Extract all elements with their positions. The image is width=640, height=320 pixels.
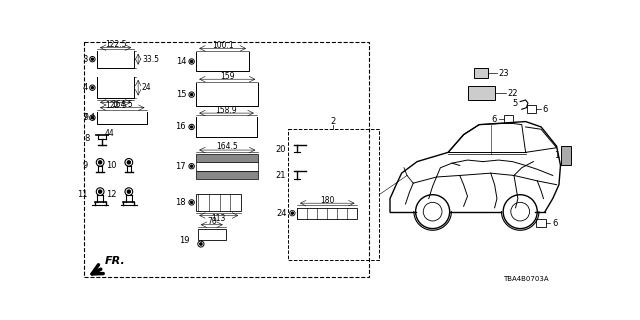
Text: 159: 159 <box>220 72 234 81</box>
Bar <box>196 162 259 171</box>
Text: 3: 3 <box>83 55 88 64</box>
Text: 24: 24 <box>142 83 152 92</box>
Text: 122.5: 122.5 <box>105 101 127 110</box>
Text: 2: 2 <box>331 117 336 126</box>
Bar <box>297 208 358 219</box>
Text: 70: 70 <box>207 217 216 226</box>
Text: 33.5: 33.5 <box>142 55 159 64</box>
Text: 5: 5 <box>513 99 518 108</box>
Text: 22: 22 <box>508 89 518 98</box>
Bar <box>474 68 488 78</box>
Text: 100.1: 100.1 <box>212 41 234 50</box>
Bar <box>504 116 513 123</box>
Bar <box>198 229 226 240</box>
Circle shape <box>99 190 102 193</box>
Circle shape <box>92 87 93 89</box>
Circle shape <box>191 201 193 204</box>
Bar <box>561 146 572 165</box>
Circle shape <box>191 165 193 167</box>
Circle shape <box>92 58 93 60</box>
Text: TBA4B0703A: TBA4B0703A <box>503 276 548 282</box>
Bar <box>196 171 259 179</box>
Text: 6: 6 <box>543 105 548 114</box>
Circle shape <box>200 243 202 245</box>
Text: 7: 7 <box>83 113 88 122</box>
Text: 44: 44 <box>105 129 115 138</box>
Text: 180: 180 <box>320 196 335 204</box>
Text: 158.9: 158.9 <box>216 106 237 115</box>
Circle shape <box>291 212 293 214</box>
Text: 12: 12 <box>106 190 116 199</box>
Text: 164.5: 164.5 <box>111 100 133 109</box>
Text: 21: 21 <box>276 171 286 180</box>
Text: 122.5: 122.5 <box>105 40 127 49</box>
Text: 4: 4 <box>83 83 88 92</box>
Text: 15: 15 <box>175 90 186 99</box>
Circle shape <box>191 126 193 128</box>
Text: 9.4: 9.4 <box>83 113 95 122</box>
Text: 8: 8 <box>84 134 90 143</box>
Text: 24: 24 <box>276 209 287 218</box>
Bar <box>84 42 369 277</box>
Text: 9: 9 <box>83 161 88 170</box>
Text: 23: 23 <box>499 68 509 77</box>
Circle shape <box>127 190 131 193</box>
Text: 1: 1 <box>554 151 559 160</box>
Text: 11: 11 <box>77 190 88 199</box>
Bar <box>467 86 495 100</box>
Text: 10: 10 <box>106 161 116 170</box>
Text: 17: 17 <box>175 162 186 171</box>
Text: 16: 16 <box>175 123 186 132</box>
Bar <box>527 105 536 113</box>
Text: 18: 18 <box>175 198 186 207</box>
Text: 6: 6 <box>552 219 557 228</box>
Circle shape <box>127 161 131 164</box>
Circle shape <box>191 94 193 96</box>
Bar <box>196 194 241 211</box>
Text: 6: 6 <box>492 115 497 124</box>
Text: 20: 20 <box>276 145 286 154</box>
Text: 113: 113 <box>212 214 226 223</box>
Text: 14: 14 <box>175 57 186 66</box>
Text: 164.5: 164.5 <box>216 142 238 151</box>
Text: 19: 19 <box>180 236 190 245</box>
Circle shape <box>191 60 193 62</box>
Bar <box>196 154 259 162</box>
Circle shape <box>92 117 93 119</box>
Circle shape <box>99 161 102 164</box>
Text: FR.: FR. <box>105 256 125 266</box>
Bar <box>288 129 379 260</box>
Bar <box>536 219 546 227</box>
